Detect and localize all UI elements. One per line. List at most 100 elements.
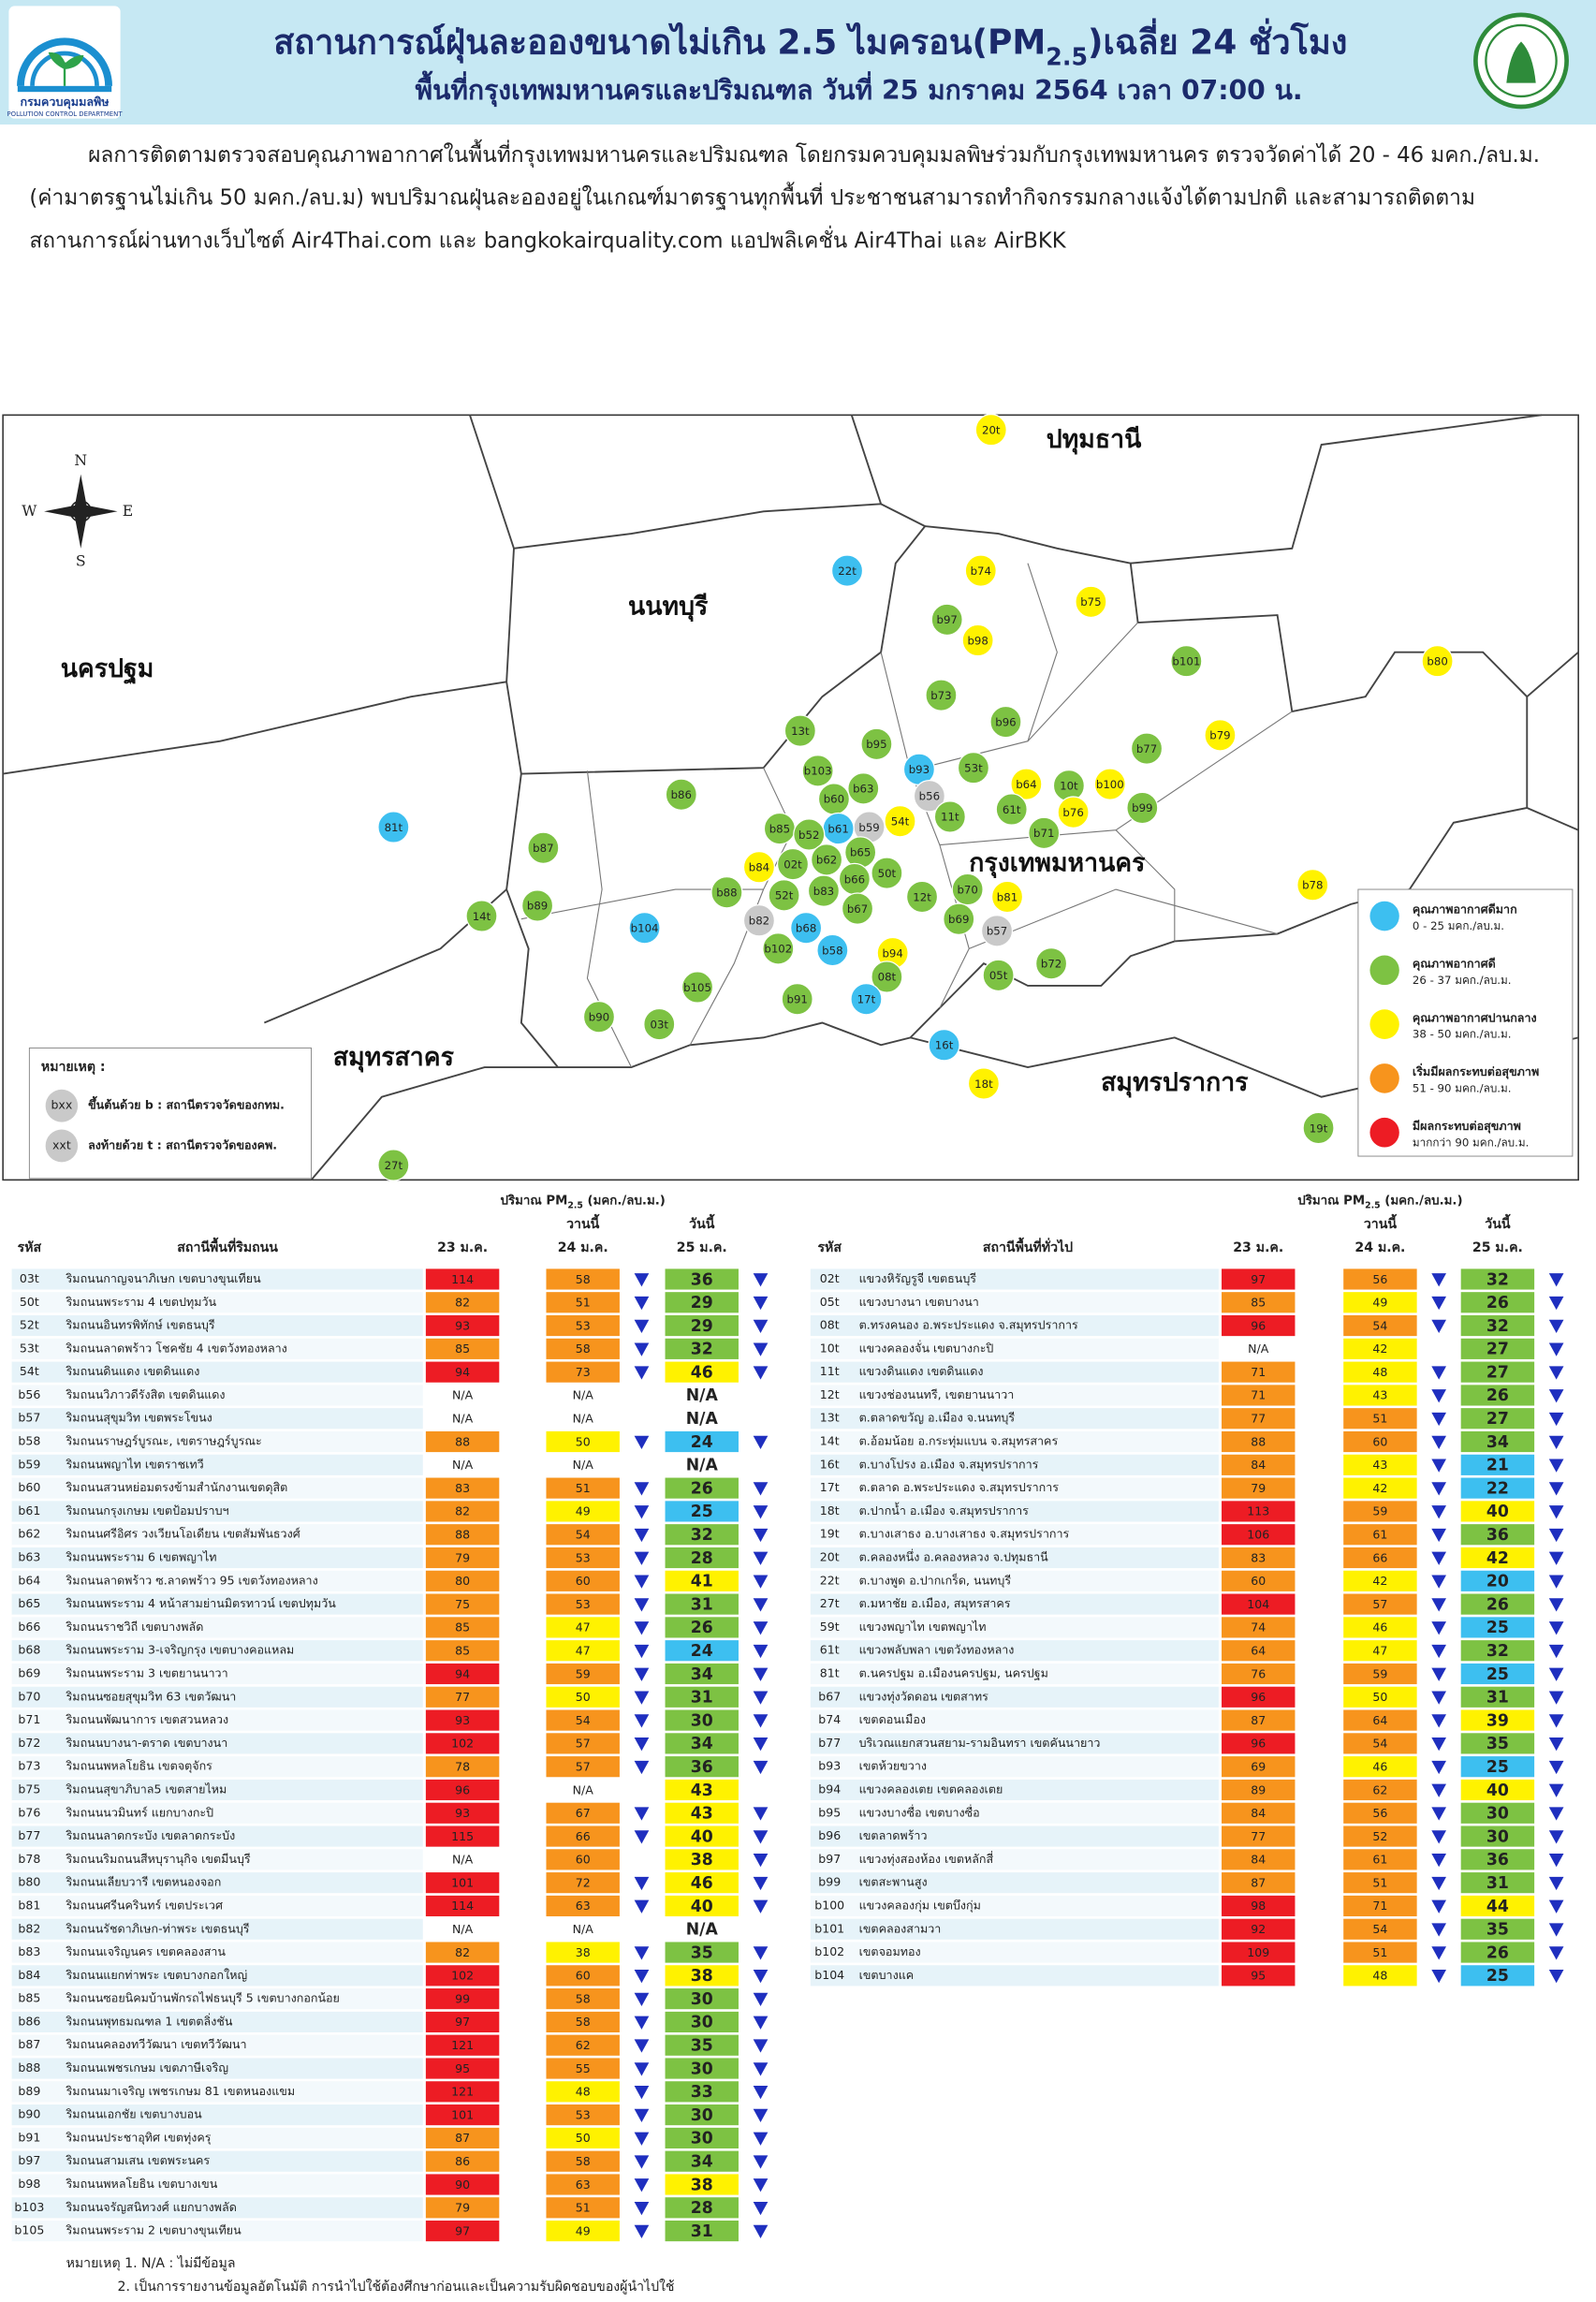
station-code: 14t (820, 1433, 840, 1447)
trend-down (634, 1598, 650, 1612)
value: 55 (576, 2061, 591, 2075)
value-cell (546, 2150, 620, 2172)
value-cell (1460, 1942, 1535, 1963)
value: 51 (1372, 1945, 1387, 1959)
station-dot (930, 603, 963, 637)
pcd-logo: กรมควบคุมมลพิษ POLLUTION CONTROL DEPARTM… (7, 6, 123, 119)
value-cell (546, 1477, 620, 1499)
value: N/A (452, 1922, 474, 1936)
today-value: 24 (691, 1433, 713, 1452)
station-code: b101 (814, 1921, 844, 1935)
station-dot (905, 880, 939, 914)
value-cell (1222, 1709, 1296, 1731)
station: b88 (710, 875, 743, 909)
trend-down (1548, 1691, 1564, 1705)
station: 50t (871, 857, 903, 889)
value-cell (546, 1849, 620, 1870)
station-name: ต.ตลาดขวัญ อ.เมือง จ.นนทบุรี (859, 1411, 1016, 1426)
station: b60 (817, 783, 851, 815)
station-code: 08t (820, 1318, 840, 1332)
value: 71 (1251, 1388, 1266, 1402)
station-dot (377, 811, 410, 843)
value: 53 (576, 2107, 591, 2121)
today-value: 40 (1486, 1781, 1509, 1800)
day-label: วานนี้ (566, 1213, 600, 1232)
trend-down (634, 1551, 650, 1565)
station-name: ริมถนนซอยสุขุมวิท 63 เขตวัฒนา (66, 1689, 236, 1704)
value: 53 (576, 1597, 591, 1611)
station-label: b62 (816, 854, 837, 867)
legend-range: 38 - 50 มคก./ลบ.ม. (1413, 1028, 1512, 1041)
trend-down (1431, 1899, 1447, 1913)
trend-down (634, 1667, 650, 1681)
station-label: b76 (1062, 806, 1083, 819)
today-value: 36 (691, 1758, 713, 1777)
value: N/A (452, 1458, 474, 1472)
station-name: ริมถนนซอยนิคมบ้านพักรถไฟธนบุรี 5 เขตบางก… (66, 1991, 340, 2006)
value-cell (546, 1570, 620, 1591)
station-name: ริมถนนพระราม 6 เขตพญาไท (66, 1549, 216, 1563)
value-cell (425, 1988, 500, 2010)
value-cell (665, 1779, 739, 1801)
station-dot (1302, 1111, 1335, 1145)
station-name: ริมถนนเจริญนคร เขตคลองสาน (66, 1944, 226, 1958)
value: 60 (1372, 1434, 1387, 1448)
value: 102 (451, 1969, 474, 1983)
value: 46 (1372, 1620, 1387, 1635)
value-cell (546, 1385, 620, 1406)
station: b61 (822, 812, 855, 845)
station-label: 20t (982, 423, 1001, 436)
today-value: 21 (1486, 1457, 1509, 1475)
value-cell (425, 1617, 500, 1638)
unit-label: ปริมาณ PM2.5 (มคก./ลบ.ม.) (501, 1194, 666, 1211)
row-band (11, 1988, 423, 2010)
value-cell (665, 1733, 739, 1754)
value-cell (1222, 1501, 1296, 1522)
trend-down (753, 1830, 769, 1844)
value-cell (1222, 1454, 1296, 1475)
value: 51 (1372, 1411, 1387, 1425)
station: 18t (967, 1067, 1001, 1100)
value: 101 (451, 1875, 474, 1889)
title-part: )เฉลี่ย 24 ชั่วโมง (1088, 18, 1347, 62)
value: 51 (576, 2201, 591, 2215)
trend-down (634, 1296, 650, 1311)
value-cell (665, 1501, 739, 1522)
value: 69 (1251, 1759, 1266, 1773)
value: 42 (1372, 1574, 1387, 1588)
legend-swatch (1369, 1117, 1399, 1148)
station-dot (871, 857, 903, 889)
station-dot (957, 751, 990, 784)
station-dot (995, 793, 1028, 826)
trend-down (1548, 1528, 1564, 1543)
value-cell (546, 1918, 620, 1940)
station-name: ริมถนนดินแดง เขตดินแดง (66, 1364, 199, 1378)
station-dot (1170, 644, 1203, 678)
trend-down (634, 1899, 650, 1913)
trend-down (1431, 1412, 1447, 1427)
station-name: ริมถนนลาดกระบัง เขตลาดกระบัง (66, 1828, 235, 1842)
legend-swatch (1369, 1009, 1399, 1039)
station-label: b72 (1041, 957, 1062, 970)
station-label: b99 (1132, 801, 1152, 814)
station-name: บริเวณแยกสวนสยาม-รามอินทรา เขตคันนายาว (859, 1736, 1101, 1750)
value: 87 (455, 2131, 470, 2145)
trend-down (634, 1273, 650, 1287)
value-cell (1460, 1430, 1535, 1453)
today-value: 27 (1486, 1410, 1509, 1429)
row-band (810, 1408, 1219, 1430)
value-cell (425, 1547, 500, 1569)
station-name: ต.บางเสาธง อ.บางเสาธง จ.สมุทรปราการ (859, 1527, 1070, 1542)
value-cell (1460, 1361, 1535, 1383)
station-code: b85 (18, 1991, 40, 2005)
value: 82 (455, 1945, 470, 1959)
value-cell (1343, 1617, 1417, 1638)
station-dot (783, 714, 816, 747)
station-code: b70 (18, 1689, 40, 1703)
row-band (11, 1617, 423, 1638)
trend-down (753, 1899, 769, 1913)
trend-down (753, 1946, 769, 1960)
value: N/A (573, 1411, 594, 1425)
station-name: ริมถนนพัฒนาการ เขตสวนหลวง (66, 1712, 228, 1726)
